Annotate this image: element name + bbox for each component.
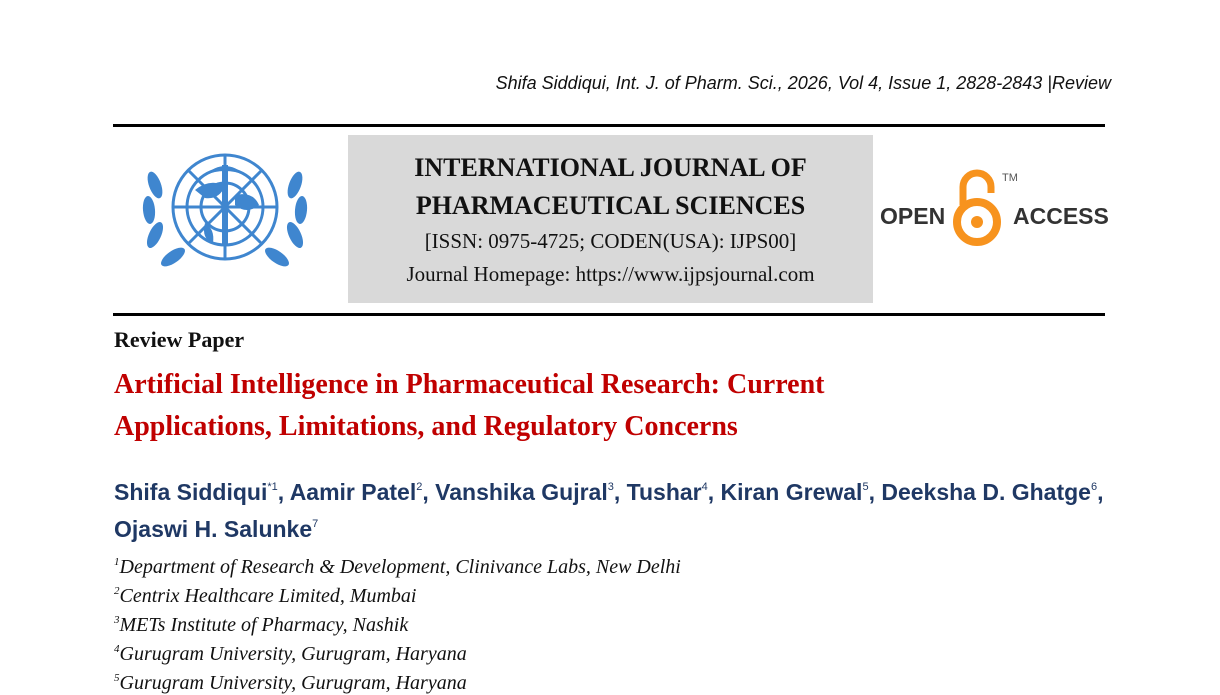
affiliation: 5Gurugram University, Gurugram, Haryana (114, 672, 467, 695)
separator: , (277, 479, 285, 505)
open-access-logo: OPEN TM ACCESS (880, 169, 1109, 246)
author-name: Shifa Siddiqui (114, 479, 268, 505)
journal-name: INTERNATIONAL JOURNAL OF (414, 153, 807, 182)
bottom-rule (113, 313, 1105, 316)
author-name: Vanshika Gujral (435, 479, 608, 505)
homepage: Journal Homepage: https://www.ijpsjourna… (406, 262, 815, 286)
affiliation-mark: 4 (114, 643, 120, 655)
affiliation: 2Centrix Healthcare Limited, Mumbai (114, 585, 417, 608)
separator: , (868, 479, 875, 505)
author-mark: 2 (416, 481, 423, 493)
journal-emblem (142, 153, 308, 267)
affiliation-text: Centrix Healthcare Limited, Mumbai (119, 585, 417, 607)
affiliation-text: METs Institute of Pharmacy, Nashik (119, 614, 409, 636)
separator: , (1097, 479, 1104, 505)
article-type: Review Paper (114, 327, 245, 352)
author-list: Shifa Siddiqui*1, Aamir Patel2, Vanshika… (114, 471, 1104, 545)
top-rule (113, 124, 1105, 127)
trademark: TM (1002, 172, 1018, 184)
affiliation-mark: 2 (114, 585, 120, 597)
author-name: Ojaswi H. Salunke (114, 516, 313, 542)
author-mark: 7 (312, 518, 319, 530)
author-mark: 5 (862, 481, 869, 493)
affiliation: 3METs Institute of Pharmacy, Nashik (114, 614, 408, 637)
affiliation-mark: 3 (114, 614, 120, 626)
separator: , (422, 479, 429, 505)
affiliation-text: Gurugram University, Gurugram, Haryana (119, 672, 467, 694)
affiliation: 1Department of Research & Development, C… (114, 556, 681, 579)
author-name: Deeksha D. Ghatge (881, 479, 1091, 505)
article-title: Artificial Intelligence in Pharmaceutica… (114, 369, 825, 400)
author-name: Kiran Grewal (720, 479, 863, 505)
affiliation: 4Gurugram University, Gurugram, Haryana (114, 643, 467, 666)
author-name: Aamir Patel (289, 479, 417, 505)
author-mark: 6 (1090, 481, 1098, 493)
affiliation-text: Gurugram University, Gurugram, Haryana (119, 643, 467, 665)
author-mark: 4 (701, 481, 708, 493)
issn: [ISSN: 0975-4725; CODEN(USA): IJPS00] (424, 229, 797, 253)
author-name: Tushar (626, 479, 702, 505)
logo-text: ACCESS (1013, 203, 1109, 229)
separator: , (707, 479, 715, 505)
author-mark: *1 (267, 481, 278, 493)
article-title: Applications, Limitations, and Regulator… (114, 411, 738, 442)
masthead: INTERNATIONAL JOURNAL OF PHARMACEUTICAL … (348, 135, 873, 303)
logo-text: OPEN (880, 203, 945, 229)
running-header: Shifa Siddiqui, Int. J. of Pharm. Sci., … (495, 73, 1111, 93)
separator: , (613, 479, 621, 505)
affiliation-mark: 5 (114, 672, 120, 684)
affiliation-text: Department of Research & Development, Cl… (119, 556, 681, 578)
affiliation-mark: 1 (114, 556, 120, 568)
author-mark: 3 (607, 481, 614, 493)
journal-name: PHARMACEUTICAL SCIENCES (415, 191, 806, 220)
